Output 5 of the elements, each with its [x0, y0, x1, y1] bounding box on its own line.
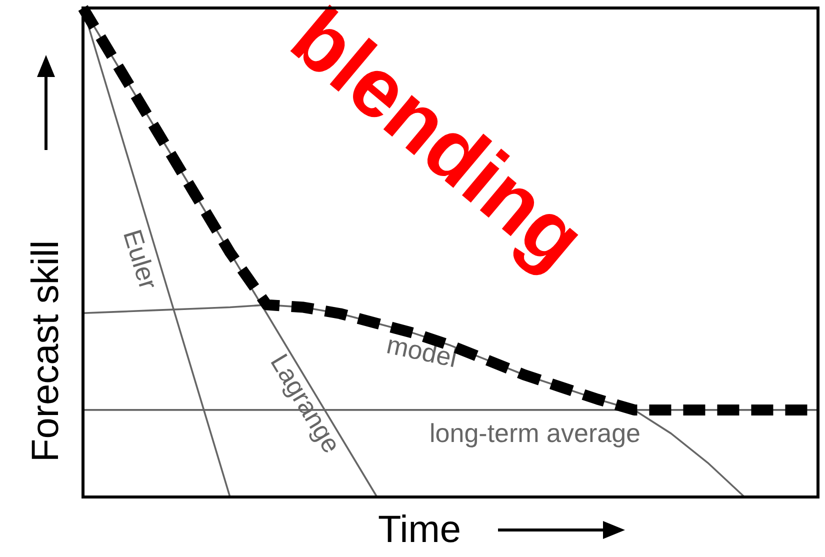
- text: model: [384, 329, 460, 374]
- x-axis-title: Time: [378, 509, 462, 551]
- text: Euler: [117, 226, 164, 294]
- y-axis-title: Forecast skill: [25, 240, 67, 462]
- series-label: long-term average: [430, 418, 640, 448]
